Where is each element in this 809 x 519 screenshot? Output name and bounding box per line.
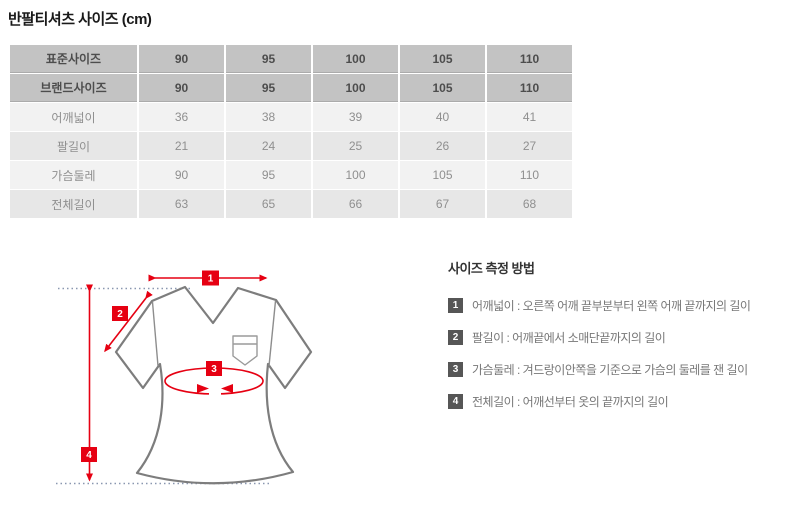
table-cell: 90 <box>139 74 224 102</box>
table-row-standard-size: 표준사이즈 90 95 100 105 110 <box>10 45 572 73</box>
row-header: 브랜드사이즈 <box>10 74 137 102</box>
measurement-legend: 사이즈 측정 방법 1 어깨넓이 : 오른쪽 어깨 끝부분부터 왼쪽 어깨 끝까… <box>448 258 806 425</box>
table-cell: 63 <box>139 190 224 218</box>
table-row-chest-circumference: 가슴둘레 90 95 100 105 110 <box>10 161 572 189</box>
marker-2-number: 2 <box>117 309 123 320</box>
legend-item-shoulder-width: 1 어깨넓이 : 오른쪽 어깨 끝부분부터 왼쪽 어깨 끝까지의 길이 <box>448 297 806 314</box>
marker-4-number: 4 <box>86 450 92 461</box>
table-cell: 65 <box>226 190 311 218</box>
tshirt-measurement-diagram: 1 2 3 4 <box>56 270 313 485</box>
table-cell: 100 <box>313 74 398 102</box>
table-cell: 25 <box>313 132 398 160</box>
legend-item-text: 팔길이 : 어깨끝에서 소매단끝까지의 길이 <box>472 331 666 345</box>
arm-length-arrow <box>104 290 153 353</box>
legend-number-1-badge: 1 <box>448 298 463 313</box>
marker-2-box <box>112 306 128 321</box>
table-cell: 67 <box>400 190 485 218</box>
table-cell: 26 <box>400 132 485 160</box>
table-cell: 110 <box>487 74 572 102</box>
row-header: 표준사이즈 <box>10 45 137 73</box>
table-cell: 95 <box>226 161 311 189</box>
table-cell: 39 <box>313 103 398 131</box>
page-title: 반팔티셔츠 사이즈 (cm) <box>8 11 152 28</box>
chest-pocket <box>232 335 258 366</box>
marker-3-box <box>206 361 222 376</box>
right-sleeve-seam <box>268 300 277 367</box>
marker-3-number: 3 <box>211 364 217 375</box>
table-cell: 36 <box>139 103 224 131</box>
row-header: 어깨넓이 <box>10 103 137 131</box>
legend-title: 사이즈 측정 방법 <box>448 261 535 276</box>
legend-number-3-badge: 3 <box>448 362 463 377</box>
table-cell: 105 <box>400 45 485 73</box>
table-cell: 90 <box>139 161 224 189</box>
legend-item-text: 어깨넓이 : 오른쪽 어깨 끝부분부터 왼쪽 어깨 끝까지의 길이 <box>472 299 751 313</box>
legend-item-text: 가슴둘레 : 겨드랑이안쪽을 기준으로 가슴의 둘레를 잰 길이 <box>472 363 748 377</box>
table-cell: 21 <box>139 132 224 160</box>
legend-item-text: 전체길이 : 어깨선부터 옷의 끝까지의 길이 <box>472 395 669 409</box>
row-header: 전체길이 <box>10 190 137 218</box>
table-cell: 68 <box>487 190 572 218</box>
table-cell: 110 <box>487 45 572 73</box>
legend-item-arm-length: 2 팔길이 : 어깨끝에서 소매단끝까지의 길이 <box>448 329 806 346</box>
table-row-brand-size: 브랜드사이즈 90 95 100 105 110 <box>10 74 572 102</box>
table-cell: 66 <box>313 190 398 218</box>
table-row-shoulder-width: 어깨넓이 36 38 39 40 41 <box>10 103 572 131</box>
marker-4-box <box>81 447 97 462</box>
table-cell: 110 <box>487 161 572 189</box>
tshirt-outline <box>114 285 313 485</box>
table-cell: 105 <box>400 74 485 102</box>
row-header: 가슴둘레 <box>10 161 137 189</box>
left-sleeve-seam <box>151 301 159 367</box>
table-cell: 100 <box>313 45 398 73</box>
row-header: 팔길이 <box>10 132 137 160</box>
table-cell: 100 <box>313 161 398 189</box>
table-cell: 40 <box>400 103 485 131</box>
table-cell: 38 <box>226 103 311 131</box>
legend-item-total-length: 4 전체길이 : 어깨선부터 옷의 끝까지의 길이 <box>448 393 806 410</box>
marker-1-box <box>202 270 219 286</box>
table-cell: 95 <box>226 74 311 102</box>
table-cell: 24 <box>226 132 311 160</box>
table-row-total-length: 전체길이 63 65 66 67 68 <box>10 190 572 218</box>
marker-1-number: 1 <box>208 274 214 285</box>
size-table: 표준사이즈 90 95 100 105 110 브랜드사이즈 90 95 100… <box>8 44 574 219</box>
table-row-arm-length: 팔길이 21 24 25 26 27 <box>10 132 572 160</box>
ellipse-gap-mask <box>209 386 221 396</box>
chest-arrow-right <box>221 384 233 393</box>
legend-number-4-badge: 4 <box>448 394 463 409</box>
legend-number-2-badge: 2 <box>448 330 463 345</box>
table-cell: 105 <box>400 161 485 189</box>
table-cell: 95 <box>226 45 311 73</box>
chest-arrow-left <box>197 384 209 393</box>
table-cell: 90 <box>139 45 224 73</box>
legend-item-chest-circumference: 3 가슴둘레 : 겨드랑이안쪽을 기준으로 가슴의 둘레를 잰 길이 <box>448 361 806 378</box>
table-cell: 41 <box>487 103 572 131</box>
table-cell: 27 <box>487 132 572 160</box>
